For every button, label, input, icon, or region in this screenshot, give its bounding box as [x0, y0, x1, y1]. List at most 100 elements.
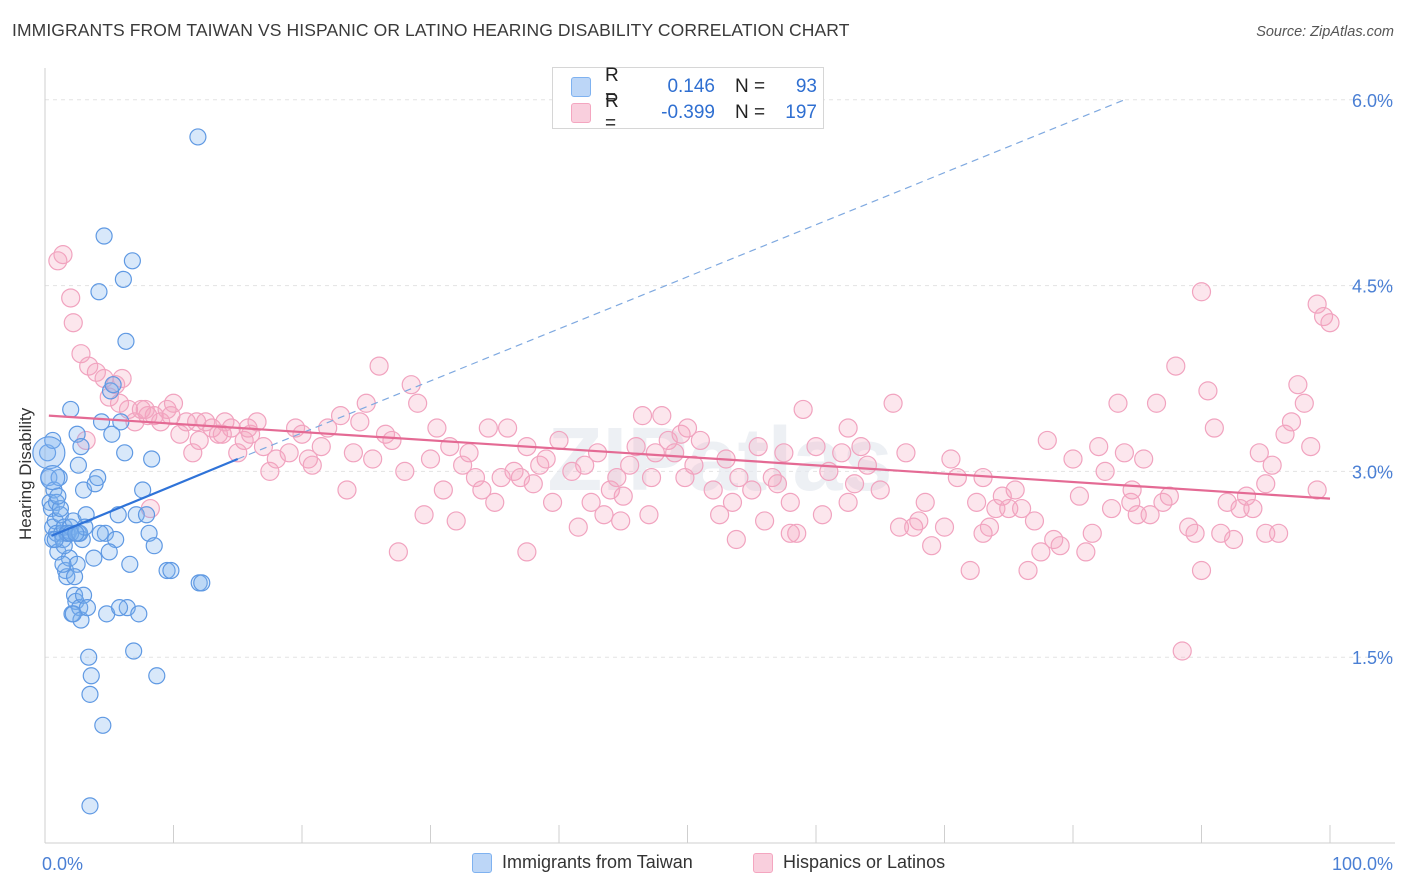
point-hispanics — [710, 505, 730, 525]
point-hispanics — [420, 449, 441, 469]
point-hispanics — [363, 449, 383, 469]
point-hispanics — [934, 517, 955, 537]
point-hispanics — [632, 406, 653, 426]
legend-label-hispanics: Hispanics or Latinos — [783, 852, 946, 872]
point-taiwan — [110, 599, 129, 617]
point-hispanics — [382, 430, 402, 451]
trend-taiwan — [51, 457, 239, 537]
point-hispanics — [767, 474, 788, 494]
point-hispanics — [1146, 393, 1167, 413]
point-hispanics — [904, 517, 924, 537]
point-taiwan — [85, 549, 103, 567]
point-taiwan — [89, 468, 107, 487]
series-hispanics-points — [48, 245, 1340, 661]
point-taiwan — [95, 227, 113, 245]
point-hispanics — [967, 492, 987, 512]
point-hispanics — [611, 511, 631, 531]
y-tick-label: 1.5% — [1352, 648, 1393, 668]
point-taiwan — [69, 456, 88, 474]
point-taiwan — [145, 537, 163, 555]
point-taiwan — [49, 487, 67, 505]
point-hispanics — [311, 437, 331, 457]
point-taiwan — [32, 436, 66, 470]
point-hispanics — [388, 542, 408, 562]
point-hispanics — [690, 430, 710, 451]
point-hispanics — [1050, 536, 1070, 556]
legend-item-taiwan[interactable]: Immigrants from Taiwan — [472, 852, 693, 873]
point-hispanics — [613, 486, 633, 506]
point-hispanics — [1275, 424, 1295, 444]
point-taiwan — [100, 543, 118, 561]
point-hispanics — [395, 461, 415, 481]
n-value: 197 — [785, 102, 817, 123]
point-hispanics — [1307, 294, 1327, 314]
point-taiwan — [103, 425, 121, 443]
point-hispanics — [645, 443, 665, 463]
point-taiwan — [40, 464, 66, 491]
point-hispanics — [870, 480, 890, 500]
point-hispanics — [1005, 480, 1025, 500]
point-taiwan — [82, 667, 100, 685]
point-hispanics — [1294, 393, 1314, 413]
point-taiwan — [80, 648, 98, 666]
point-taiwan — [91, 524, 109, 542]
point-hispanics — [189, 430, 209, 451]
point-hispanics — [1089, 437, 1109, 457]
point-hispanics — [909, 511, 929, 531]
point-taiwan — [62, 400, 80, 419]
point-hispanics — [675, 467, 695, 488]
chart-title: IMMIGRANTS FROM TAIWAN VS HISPANIC OR LA… — [12, 20, 850, 40]
point-hispanics — [1307, 480, 1327, 500]
point-hispanics — [253, 437, 274, 457]
legend-item-hispanics[interactable]: Hispanics or Latinos — [753, 852, 945, 873]
point-taiwan — [112, 413, 130, 431]
point-hispanics — [1320, 313, 1340, 333]
point-hispanics — [1159, 486, 1179, 506]
axes — [44, 68, 1395, 844]
point-taiwan — [189, 128, 207, 146]
point-hispanics — [729, 467, 749, 488]
point-hispanics — [1076, 542, 1096, 562]
point-taiwan — [65, 568, 84, 586]
point-hispanics — [857, 455, 878, 475]
point-hispanics — [1140, 505, 1160, 525]
point-taiwan — [104, 376, 122, 394]
point-hispanics — [1134, 449, 1154, 469]
point-hispanics — [677, 418, 698, 438]
point-hispanics — [86, 362, 107, 382]
point-hispanics — [61, 288, 81, 308]
point-hispanics — [812, 505, 833, 525]
point-hispanics — [1024, 511, 1045, 531]
point-taiwan — [54, 555, 72, 573]
point-hispanics — [135, 399, 155, 420]
point-hispanics — [1288, 375, 1308, 395]
point-taiwan — [50, 468, 68, 487]
point-hispanics — [754, 511, 775, 531]
point-hispanics — [1122, 480, 1142, 500]
point-hispanics — [343, 443, 363, 463]
point-hispanics — [832, 443, 852, 463]
point-hispanics — [1037, 430, 1057, 451]
point-hispanics — [292, 424, 312, 444]
point-hispanics — [889, 517, 910, 537]
y-tick-label: 6.0% — [1352, 91, 1393, 111]
point-hispanics — [587, 443, 608, 463]
point-hispanics — [838, 492, 858, 512]
r-label: R = — [605, 65, 619, 108]
point-hispanics — [517, 542, 537, 562]
point-hispanics — [896, 443, 916, 463]
point-hispanics — [883, 393, 903, 413]
stats-legend-box: R = 0.146 N = 93 R = -0.399 N = 197 — [552, 65, 824, 134]
point-hispanics — [1236, 486, 1257, 506]
point-hispanics — [53, 245, 73, 265]
r-value: 0.146 — [667, 76, 715, 97]
point-hispanics — [780, 492, 800, 512]
point-hispanics — [279, 443, 299, 463]
point-hispanics — [369, 356, 389, 376]
point-hispanics — [1191, 560, 1212, 581]
y-axis-label: Hearing Disability — [16, 407, 35, 540]
point-hispanics — [665, 443, 685, 463]
point-taiwan — [72, 438, 90, 456]
point-hispanics — [1082, 523, 1102, 543]
point-hispanics — [48, 251, 68, 271]
